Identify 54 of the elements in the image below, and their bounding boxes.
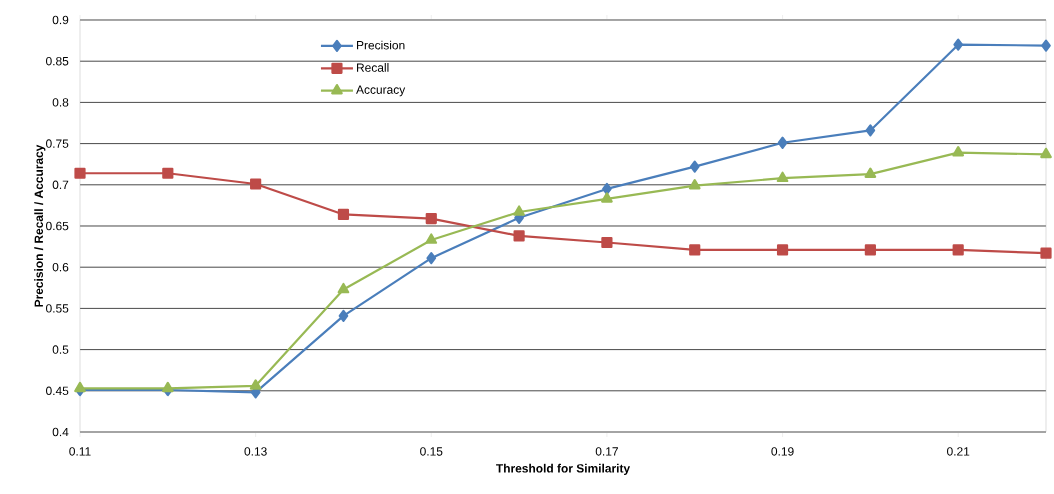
- y-tick-label: 0.85: [46, 56, 69, 66]
- point: [689, 160, 700, 173]
- y-tick-label: 0.55: [46, 304, 69, 313]
- point: [249, 379, 262, 390]
- point: [513, 230, 525, 242]
- point: [601, 236, 613, 249]
- y-tick-label: 0.8: [52, 98, 69, 107]
- point: [953, 38, 964, 51]
- x-tick-label: 0.15: [420, 447, 443, 456]
- point: [425, 212, 437, 225]
- point: [777, 136, 788, 149]
- x-tick-label: 0.17: [595, 447, 618, 456]
- x-axis-title: Threshold for Similarity: [496, 463, 631, 475]
- point: [162, 167, 174, 179]
- point: [250, 178, 262, 190]
- y-tick-label: 0.45: [46, 386, 69, 396]
- y-tick-label: 0.6: [52, 262, 69, 272]
- point: [337, 282, 350, 294]
- y-axis-title: Precision / Recall / Accuracy: [34, 144, 46, 307]
- point: [776, 244, 789, 256]
- y-tick-label: 0.9: [52, 15, 69, 25]
- point: [338, 309, 349, 322]
- x-tick-label: 0.19: [771, 447, 794, 456]
- point: [864, 167, 877, 178]
- legend-label: Recall: [357, 63, 389, 72]
- point: [688, 179, 701, 190]
- point: [865, 124, 876, 137]
- point: [1040, 147, 1052, 159]
- point: [689, 244, 701, 256]
- point: [1041, 39, 1051, 52]
- x-tick-label: 0.21: [947, 447, 970, 456]
- y-tick-label: 0.75: [46, 139, 69, 148]
- point: [426, 252, 437, 265]
- point: [337, 208, 350, 221]
- point: [952, 146, 965, 157]
- point: [864, 244, 876, 256]
- y-tick-label: 0.65: [46, 221, 69, 231]
- point: [1040, 247, 1052, 259]
- point: [602, 182, 612, 196]
- x-tick-label: 0.13: [244, 447, 267, 456]
- point: [74, 167, 86, 179]
- point: [601, 192, 613, 203]
- y-tick-label: 0.5: [52, 345, 69, 354]
- y-tick-label: 0.7: [52, 180, 69, 190]
- point: [74, 381, 86, 393]
- legend-label: Accuracy: [356, 85, 406, 97]
- point: [776, 171, 789, 183]
- point: [425, 233, 438, 244]
- point: [161, 381, 174, 393]
- point: [513, 205, 525, 216]
- point: [952, 244, 964, 256]
- y-tick-label: 0.4: [52, 427, 69, 437]
- legend-label: Precision: [357, 40, 405, 50]
- x-tick-label: 0.11: [69, 447, 91, 456]
